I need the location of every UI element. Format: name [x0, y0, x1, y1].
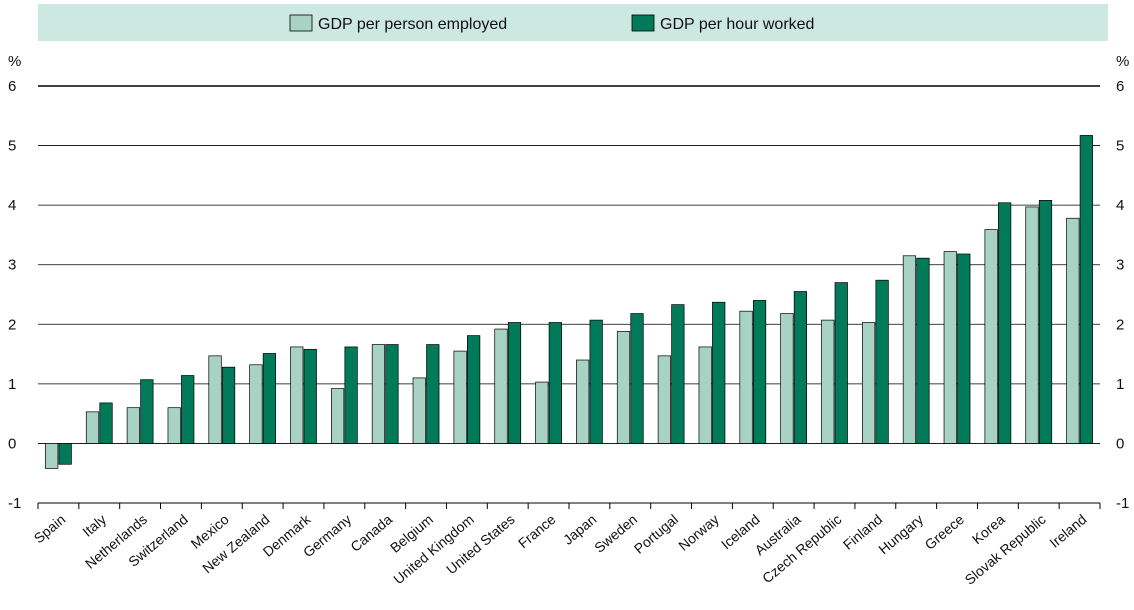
bar-per-hour: [1038, 200, 1053, 444]
category-label: Canada: [347, 511, 395, 555]
bar-per-person: [739, 310, 753, 444]
bar-per-person: [167, 407, 181, 444]
y-tick-label-right: -1: [1116, 495, 1129, 512]
y-tick-label-left: 4: [8, 197, 16, 214]
bar-per-hour: [221, 366, 236, 444]
bar-per-hour: [916, 257, 930, 444]
bar-per-hour: [99, 402, 113, 444]
bar-per-hour: [344, 346, 358, 444]
y-tick-label-left: 2: [8, 316, 16, 333]
legend-label: GDP per hour worked: [660, 16, 814, 33]
bar-per-hour: [262, 353, 277, 444]
bar-per-hour: [875, 279, 889, 444]
bar-per-hour: [998, 202, 1012, 444]
bar-per-hour: [752, 300, 767, 444]
bar-per-person: [535, 381, 549, 444]
bar-per-person: [85, 411, 100, 444]
y-tick-label-right: 0: [1116, 435, 1124, 452]
legend: GDP per person employed GDP per hour work…: [289, 14, 814, 33]
category-label: Sweden: [591, 511, 640, 556]
y-tick-label-left: 6: [8, 78, 16, 95]
bar-per-hour: [589, 319, 603, 444]
bar-per-person: [821, 319, 835, 444]
legend-swatch: [631, 14, 655, 32]
category-label: Greece: [922, 511, 968, 553]
bar-per-hour: [548, 322, 562, 444]
legend-swatch: [289, 14, 313, 32]
bar-per-person: [984, 229, 998, 444]
y-axis-ticks: -1 -1 0 0 1 1 2 2 3 3 4 4 5 5 6 6: [8, 78, 1129, 512]
bar-per-person: [494, 328, 508, 444]
bar-per-person: [290, 346, 304, 444]
bar-per-hour: [181, 375, 195, 444]
bar-per-hour: [957, 253, 971, 444]
bar-per-person: [412, 377, 426, 444]
category-label: Norway: [675, 511, 722, 554]
y-tick-label-left: -1: [8, 495, 21, 512]
bar-per-person: [616, 331, 631, 444]
bar-per-hour: [385, 344, 399, 444]
y-tick-label-left: 1: [8, 376, 16, 393]
y-tick-label-right: 6: [1116, 78, 1124, 95]
category-labels: Spain ItalyNetherlandsSwitzerlandMexicoNe…: [31, 510, 1090, 587]
bar-per-hour: [834, 282, 848, 444]
bar-per-person: [780, 313, 794, 444]
bar-per-hour: [793, 291, 808, 444]
bar-per-person: [453, 350, 467, 444]
y-tick-label-right: 4: [1116, 197, 1124, 214]
y-tick-label-right: 5: [1116, 138, 1124, 155]
bar-per-hour: [671, 304, 685, 444]
bar-per-person: [330, 388, 345, 444]
category-label: Hungary: [875, 511, 926, 557]
bar-per-person: [698, 346, 712, 444]
bar-per-person: [1025, 206, 1039, 444]
category-label: Italy: [79, 511, 109, 540]
bar-per-hour: [58, 443, 72, 465]
bar-per-person: [576, 359, 590, 444]
legend-band: [38, 4, 1108, 41]
category-label: Spain: [31, 511, 69, 546]
bar-per-hour: [712, 301, 726, 444]
bar-per-person: [902, 255, 917, 444]
y-tick-label-right: 2: [1116, 316, 1124, 333]
bar-per-person: [249, 364, 263, 444]
bar-per-person: [657, 355, 671, 444]
bar-per-hour: [507, 322, 522, 444]
y-tick-label-right: 3: [1116, 257, 1124, 274]
bar-per-hour: [426, 344, 440, 444]
bar-per-person: [126, 407, 140, 444]
bar-per-hour: [140, 379, 154, 444]
bar-per-person: [1066, 217, 1080, 444]
bar-per-person: [371, 344, 386, 444]
bar-per-hour: [1079, 135, 1093, 444]
bar-per-person: [861, 322, 876, 444]
bar-per-hour: [303, 348, 317, 444]
category-label: France: [515, 511, 559, 551]
y-tick-label-left: 5: [8, 138, 16, 155]
y-unit-right: %: [1116, 53, 1129, 70]
y-tick-label-right: 1: [1116, 376, 1124, 393]
bars: [45, 135, 1093, 469]
y-tick-label-left: 0: [8, 435, 16, 452]
category-label: Ireland: [1046, 511, 1089, 551]
y-unit-left: %: [8, 53, 21, 70]
bar-per-person: [45, 443, 59, 469]
category-label: Portugal: [631, 511, 681, 557]
bar-per-hour: [467, 335, 481, 444]
y-tick-label-left: 3: [8, 257, 16, 274]
gridlines: [38, 85, 1100, 444]
bar-per-hour: [630, 313, 644, 444]
bar-per-person: [943, 251, 957, 444]
legend-label: GDP per person employed: [318, 16, 507, 33]
x-axis: [37, 502, 1101, 509]
bar-per-person: [208, 355, 222, 444]
